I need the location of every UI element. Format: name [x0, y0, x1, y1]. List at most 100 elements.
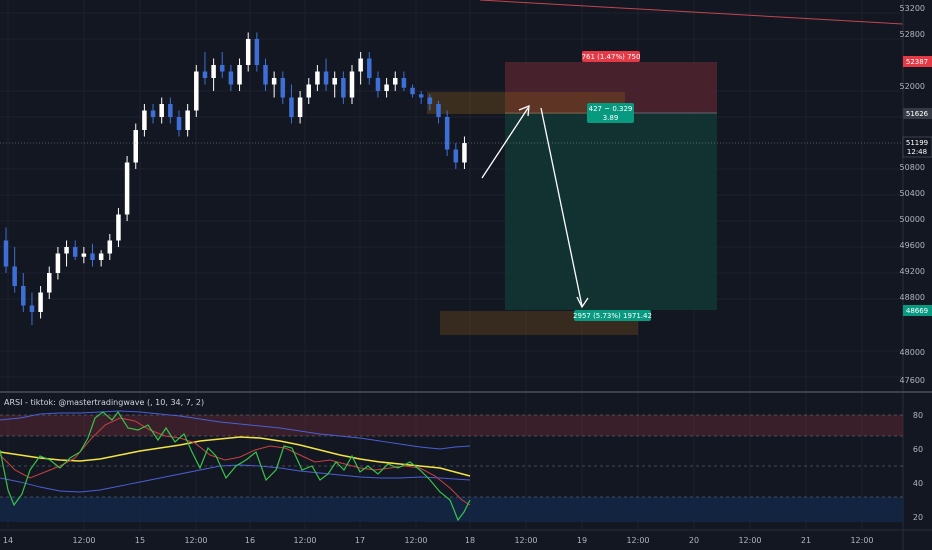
candle-body[interactable]	[90, 253, 95, 261]
price-tick: 48800	[900, 293, 925, 302]
time-tick: 15	[135, 536, 145, 545]
candle-body[interactable]	[271, 78, 277, 85]
candle-body[interactable]	[38, 292, 43, 313]
time-tick: 12:00	[850, 536, 873, 545]
indicator-tick: 20	[913, 513, 923, 522]
candle-body[interactable]	[142, 110, 147, 131]
candle-body[interactable]	[202, 71, 208, 79]
candle-body[interactable]	[401, 78, 407, 88]
time-tick: 12:00	[184, 536, 207, 545]
candle-body[interactable]	[133, 130, 139, 163]
candle-body[interactable]	[297, 97, 303, 118]
candle-body[interactable]	[12, 266, 17, 287]
candle-body[interactable]	[410, 87, 415, 95]
candle-body[interactable]	[280, 78, 286, 98]
candle-body[interactable]	[116, 214, 121, 241]
indicator-pane[interactable]: ARSI - tiktok: @mastertradingwave (, 10,…	[0, 398, 923, 522]
candle-body[interactable]	[150, 110, 156, 118]
candle-body[interactable]	[124, 162, 130, 215]
candle-body[interactable]	[332, 78, 337, 85]
candle-body[interactable]	[453, 149, 459, 163]
indicator-tick: 80	[913, 411, 923, 420]
candle-body[interactable]	[81, 253, 87, 257]
candle-body[interactable]	[427, 97, 433, 105]
candle-body[interactable]	[64, 247, 69, 254]
candle-body[interactable]	[367, 58, 372, 79]
candles-group	[3, 32, 467, 325]
price-axis[interactable]: 53200 52800 52000 50800 50400 50000 4960…	[900, 0, 932, 550]
price-tick: 52000	[900, 82, 925, 91]
candle-body[interactable]	[315, 71, 320, 85]
candle-body[interactable]	[55, 253, 61, 274]
candle-body[interactable]	[185, 110, 190, 131]
take-profit-zone[interactable]	[505, 113, 717, 310]
down-arrow-head	[576, 296, 589, 309]
candle-body[interactable]	[21, 286, 26, 306]
signal-ma-line	[0, 436, 471, 477]
lower-band-line	[0, 464, 471, 493]
candle-body[interactable]	[349, 71, 355, 98]
target-price-tag	[903, 305, 932, 316]
time-tick: 17	[355, 536, 365, 545]
trend-line[interactable]	[479, 0, 904, 25]
price-tick: 50800	[900, 163, 925, 172]
candle-body[interactable]	[254, 39, 260, 65]
candle-body[interactable]	[228, 71, 234, 85]
candle-body[interactable]	[211, 65, 216, 78]
time-tick: 12:00	[404, 536, 427, 545]
time-tick: 16	[245, 536, 255, 545]
stop-label: 761 (1.47%) 750	[582, 51, 641, 62]
candle-body[interactable]	[263, 65, 268, 85]
candle-body[interactable]	[176, 117, 182, 130]
projection-arrows[interactable]	[481, 104, 589, 309]
time-tick: 12:00	[738, 536, 761, 545]
time-tick: 12:00	[514, 536, 537, 545]
candle-body[interactable]	[168, 104, 173, 117]
candle-body[interactable]	[341, 78, 346, 98]
candle-body[interactable]	[47, 273, 52, 293]
time-tick: 21	[801, 536, 811, 545]
indicator-title: ARSI - tiktok: @mastertradingwave (, 10,…	[4, 398, 204, 407]
candle-body[interactable]	[237, 65, 242, 85]
indicator-tick: 40	[913, 479, 923, 488]
candle-body[interactable]	[436, 104, 441, 117]
oversold-band	[0, 497, 903, 522]
candle-body[interactable]	[245, 39, 251, 65]
candle-body[interactable]	[98, 253, 104, 261]
time-tick: 12:00	[293, 536, 316, 545]
stop-price-tag	[903, 56, 932, 67]
svg-text:51626: 51626	[906, 110, 929, 118]
up-arrow	[481, 107, 529, 179]
svg-text:51199: 51199	[906, 139, 928, 147]
candle-body[interactable]	[159, 104, 164, 117]
candle-body[interactable]	[323, 71, 329, 85]
indicator-tick: 60	[913, 445, 923, 454]
candle-body[interactable]	[289, 97, 294, 118]
candle-body[interactable]	[375, 78, 381, 91]
candle-body[interactable]	[107, 240, 113, 254]
candle-body[interactable]	[384, 84, 389, 92]
entry-label: 427 ~ 0.329 3.89	[587, 103, 634, 123]
candle-body[interactable]	[444, 117, 450, 150]
up-arrow-head	[518, 104, 530, 117]
price-tick: 47600	[900, 376, 925, 385]
candle-body[interactable]	[393, 78, 398, 85]
candle-body[interactable]	[418, 94, 424, 98]
candle-body[interactable]	[3, 240, 9, 267]
time-tick: 18	[465, 536, 475, 545]
candle-body[interactable]	[220, 65, 225, 72]
candle-body[interactable]	[462, 143, 467, 163]
supply-zone[interactable]	[427, 92, 625, 114]
candle-body[interactable]	[306, 84, 312, 98]
time-axis[interactable]: 14 12:00 15 12:00 16 12:00 17 12:00 18 12:00 19 12:…	[0, 529, 932, 545]
candle-body[interactable]	[194, 71, 199, 111]
svg-text:761 (1.47%) 750: 761 (1.47%) 750	[582, 53, 641, 61]
svg-text:52387: 52387	[906, 58, 928, 66]
price-tick: 52800	[900, 30, 925, 39]
time-tick: 12:00	[72, 536, 95, 545]
candle-body[interactable]	[29, 305, 35, 313]
entry-price-tag	[903, 108, 932, 119]
candle-body[interactable]	[358, 58, 363, 72]
candle-body[interactable]	[72, 247, 78, 257]
